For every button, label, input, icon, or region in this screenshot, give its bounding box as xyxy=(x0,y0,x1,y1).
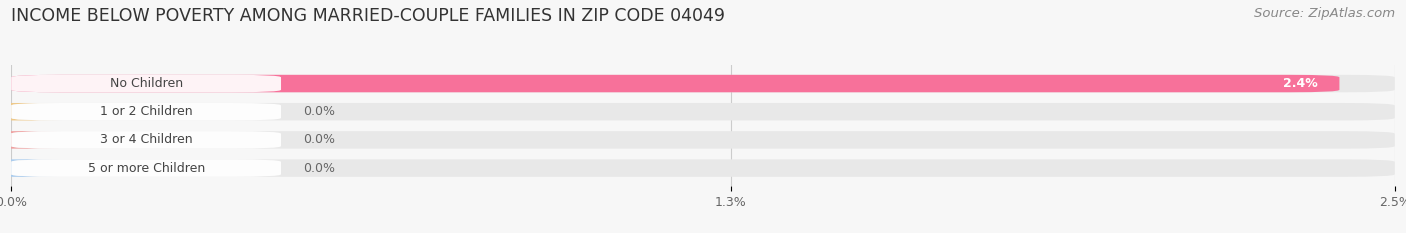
Text: 0.0%: 0.0% xyxy=(304,161,335,175)
Text: 0.0%: 0.0% xyxy=(304,105,335,118)
FancyBboxPatch shape xyxy=(11,131,1395,149)
Text: 5 or more Children: 5 or more Children xyxy=(87,161,205,175)
FancyBboxPatch shape xyxy=(11,75,1395,92)
Text: No Children: No Children xyxy=(110,77,183,90)
Text: 3 or 4 Children: 3 or 4 Children xyxy=(100,134,193,146)
Text: 0.0%: 0.0% xyxy=(304,134,335,146)
FancyBboxPatch shape xyxy=(11,75,1340,92)
FancyBboxPatch shape xyxy=(11,131,281,149)
FancyBboxPatch shape xyxy=(11,159,281,177)
FancyBboxPatch shape xyxy=(0,159,60,177)
Text: INCOME BELOW POVERTY AMONG MARRIED-COUPLE FAMILIES IN ZIP CODE 04049: INCOME BELOW POVERTY AMONG MARRIED-COUPL… xyxy=(11,7,725,25)
FancyBboxPatch shape xyxy=(11,75,281,92)
FancyBboxPatch shape xyxy=(11,159,1395,177)
FancyBboxPatch shape xyxy=(0,103,60,120)
Text: Source: ZipAtlas.com: Source: ZipAtlas.com xyxy=(1254,7,1395,20)
FancyBboxPatch shape xyxy=(11,103,1395,120)
FancyBboxPatch shape xyxy=(11,103,281,120)
Text: 1 or 2 Children: 1 or 2 Children xyxy=(100,105,193,118)
Text: 2.4%: 2.4% xyxy=(1282,77,1317,90)
FancyBboxPatch shape xyxy=(0,131,60,149)
